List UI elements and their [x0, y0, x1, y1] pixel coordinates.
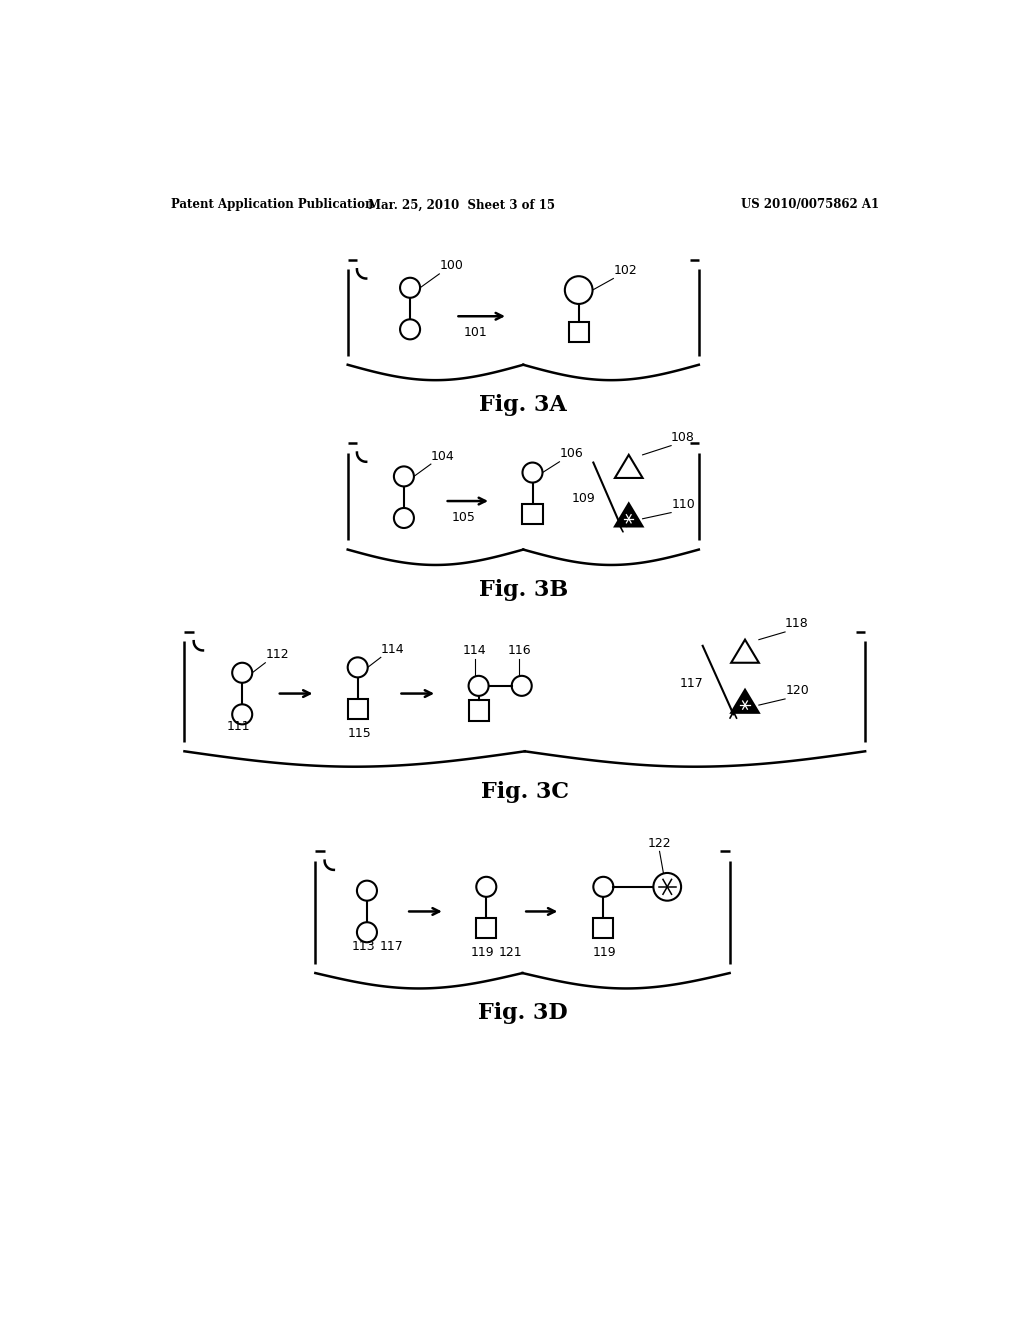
Text: Patent Application Publication: Patent Application Publication [171, 198, 373, 211]
Text: US 2010/0075862 A1: US 2010/0075862 A1 [741, 198, 879, 211]
Circle shape [522, 462, 543, 483]
Text: 121: 121 [499, 946, 522, 960]
Text: 109: 109 [571, 492, 596, 504]
Text: 117: 117 [379, 940, 403, 953]
Circle shape [232, 663, 252, 682]
Text: 110: 110 [672, 498, 695, 511]
Text: 111: 111 [226, 721, 250, 734]
Circle shape [653, 873, 681, 900]
Text: Mar. 25, 2010  Sheet 3 of 15: Mar. 25, 2010 Sheet 3 of 15 [369, 198, 555, 211]
Circle shape [357, 923, 377, 942]
Text: 115: 115 [348, 726, 372, 739]
Circle shape [565, 276, 593, 304]
Text: 108: 108 [671, 432, 695, 444]
Circle shape [593, 876, 613, 896]
Text: 122: 122 [648, 837, 672, 850]
Text: 113: 113 [351, 940, 375, 953]
Bar [593, 919, 613, 939]
Text: 119: 119 [593, 946, 616, 960]
Circle shape [512, 676, 531, 696]
Circle shape [357, 880, 377, 900]
Polygon shape [731, 640, 759, 663]
Text: 114: 114 [463, 644, 486, 657]
Circle shape [476, 876, 497, 896]
Circle shape [348, 657, 368, 677]
Text: 112: 112 [265, 648, 289, 661]
Text: 102: 102 [613, 264, 637, 277]
Bar [568, 322, 589, 342]
Text: 114: 114 [381, 643, 404, 656]
Text: 120: 120 [785, 684, 810, 697]
Text: Fig. 3C: Fig. 3C [481, 780, 568, 803]
Text: 106: 106 [559, 447, 584, 461]
Circle shape [232, 705, 252, 725]
Circle shape [400, 277, 420, 298]
Bar [476, 919, 497, 939]
Text: 116: 116 [508, 644, 531, 657]
Polygon shape [731, 689, 759, 713]
Text: 118: 118 [785, 618, 809, 631]
Circle shape [469, 676, 488, 696]
Circle shape [394, 508, 414, 528]
Bar [469, 701, 488, 721]
Text: Fig. 3A: Fig. 3A [479, 395, 567, 416]
Bar [348, 700, 368, 719]
Text: 101: 101 [464, 326, 487, 339]
Bar [522, 504, 543, 524]
Polygon shape [614, 503, 643, 527]
Text: 119: 119 [471, 946, 495, 960]
Polygon shape [614, 455, 643, 478]
Text: 105: 105 [452, 511, 475, 524]
Circle shape [400, 319, 420, 339]
Text: Fig. 3D: Fig. 3D [477, 1002, 567, 1024]
Circle shape [394, 466, 414, 487]
Text: Fig. 3B: Fig. 3B [478, 578, 568, 601]
Text: 104: 104 [431, 450, 455, 462]
Text: 100: 100 [439, 259, 463, 272]
Text: 117: 117 [680, 677, 703, 690]
